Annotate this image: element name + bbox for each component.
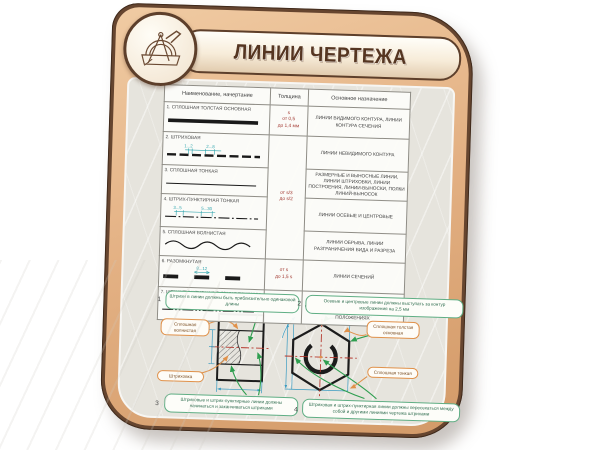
note-number-4: 4 (293, 406, 298, 414)
nut-side-view (208, 312, 270, 394)
table-row: 2. ШТРИХОВАЯ 1...2 2...8 от s (162, 131, 410, 260)
line-sample-solid-thick (168, 118, 259, 125)
line-sample-dashed: 1...2 2...8 (167, 143, 261, 159)
note-number-2: 2 (297, 300, 302, 308)
note-number-3: 3 (155, 399, 159, 408)
compass-protractor-icon (141, 30, 182, 66)
label-solid-thin: Сплошная тонкая (367, 366, 419, 380)
row1-name: 1. СПЛОШНАЯ ТОЛСТАЯ ОСНОВНАЯ (166, 104, 251, 112)
poster-title: ЛИНИИ ЧЕРТЕЖА (233, 40, 408, 69)
table-row: 4. ШТРИХ-ПУНКТИРНАЯ ТОНКАЯ 3...5 5...30 (160, 193, 408, 234)
poster-frame: ЛИНИИ ЧЕРТЕЖА Наименование, начертание Т… (103, 6, 471, 436)
label-solid-thick-main: Сплошная толстая основная (366, 320, 420, 340)
row3-purpose: РАЗМЕРНЫЕ И ВЫНОСНЫЕ ЛИНИИ, ЛИНИИ ШТРИХО… (305, 168, 409, 202)
header-thickness: Толщина (270, 87, 309, 107)
row6-purpose: ЛИНИИ СЕЧЕНИЙ (302, 259, 406, 295)
table-row: 3. СПЛОШНАЯ ТОНКАЯ РАЗМЕРНЫЕ И ВЫНОСНЫЕ … (161, 164, 409, 202)
label-wavy-line: Сплошная волнистая (160, 318, 210, 337)
line-sample-dash-dot: 3...5 5...30 (165, 205, 259, 220)
technical-drawings (199, 312, 400, 400)
row2-purpose: ЛИНИИ НЕВИДИМОГО КОНТУРА (306, 136, 410, 173)
poster: ЛИНИИ ЧЕРТЕЖА Наименование, начертание Т… (99, 2, 475, 440)
note-number-1: 1 (157, 295, 162, 304)
row1-purpose: ЛИНИИ ВИДИМОГО КОНТУРА, ЛИНИИ КОНТУРА СЕ… (307, 106, 411, 140)
table-row: 5. СПЛОШНАЯ ВОЛНИСТАЯ ЛИНИИ ОБРЫВА, ЛИНИ… (159, 226, 407, 263)
row3-name: 3. СПЛОШНАЯ ТОНКАЯ (164, 167, 218, 174)
dim-label: 5...30 (201, 205, 213, 210)
row4-purpose: ЛИНИИ ОСЕВЫЕ И ЦЕНТРОВЫЕ (304, 197, 408, 234)
dim-label: 2...8 (206, 144, 215, 149)
center-line-vertical (319, 319, 323, 397)
table-row: 1. СПЛОШНАЯ ТОЛСТАЯ ОСНОВНАЯ s от 0,5 до… (163, 101, 411, 140)
nut-front-view (281, 317, 357, 397)
row1-thickness: s от 0,5 до 1,4 мм (269, 104, 309, 137)
line-sample-wavy (164, 239, 251, 250)
line-sample-open: 8...12 (163, 266, 242, 281)
dimension-lines (208, 329, 263, 394)
dim-label: 1...2 (184, 143, 193, 148)
table-row: 6. РАЗОМКНУТАЯ 8...12 от s до 1,5 s ЛИНИ… (158, 255, 406, 295)
line-sample-solid-thin (166, 182, 257, 187)
wavy-break-line (236, 330, 242, 365)
title-banner: ЛИНИИ ЧЕРТЕЖА (178, 28, 462, 82)
row5-purpose: ЛИНИИ ОБРЫВА, ЛИНИИ РАЗГРАНИЧЕНИЯ ВИДА И… (303, 230, 407, 263)
center-line (211, 346, 270, 349)
dim-label: 3...5 (173, 205, 182, 210)
drafting-tools-logo (122, 10, 199, 88)
row6-thickness: от s до 1,5 s (264, 258, 304, 292)
dim-label: 8...12 (196, 266, 208, 271)
label-hatching: Штриховка (156, 369, 205, 383)
thickness-rows-2-5: от s/3 до s/2 (265, 134, 308, 260)
